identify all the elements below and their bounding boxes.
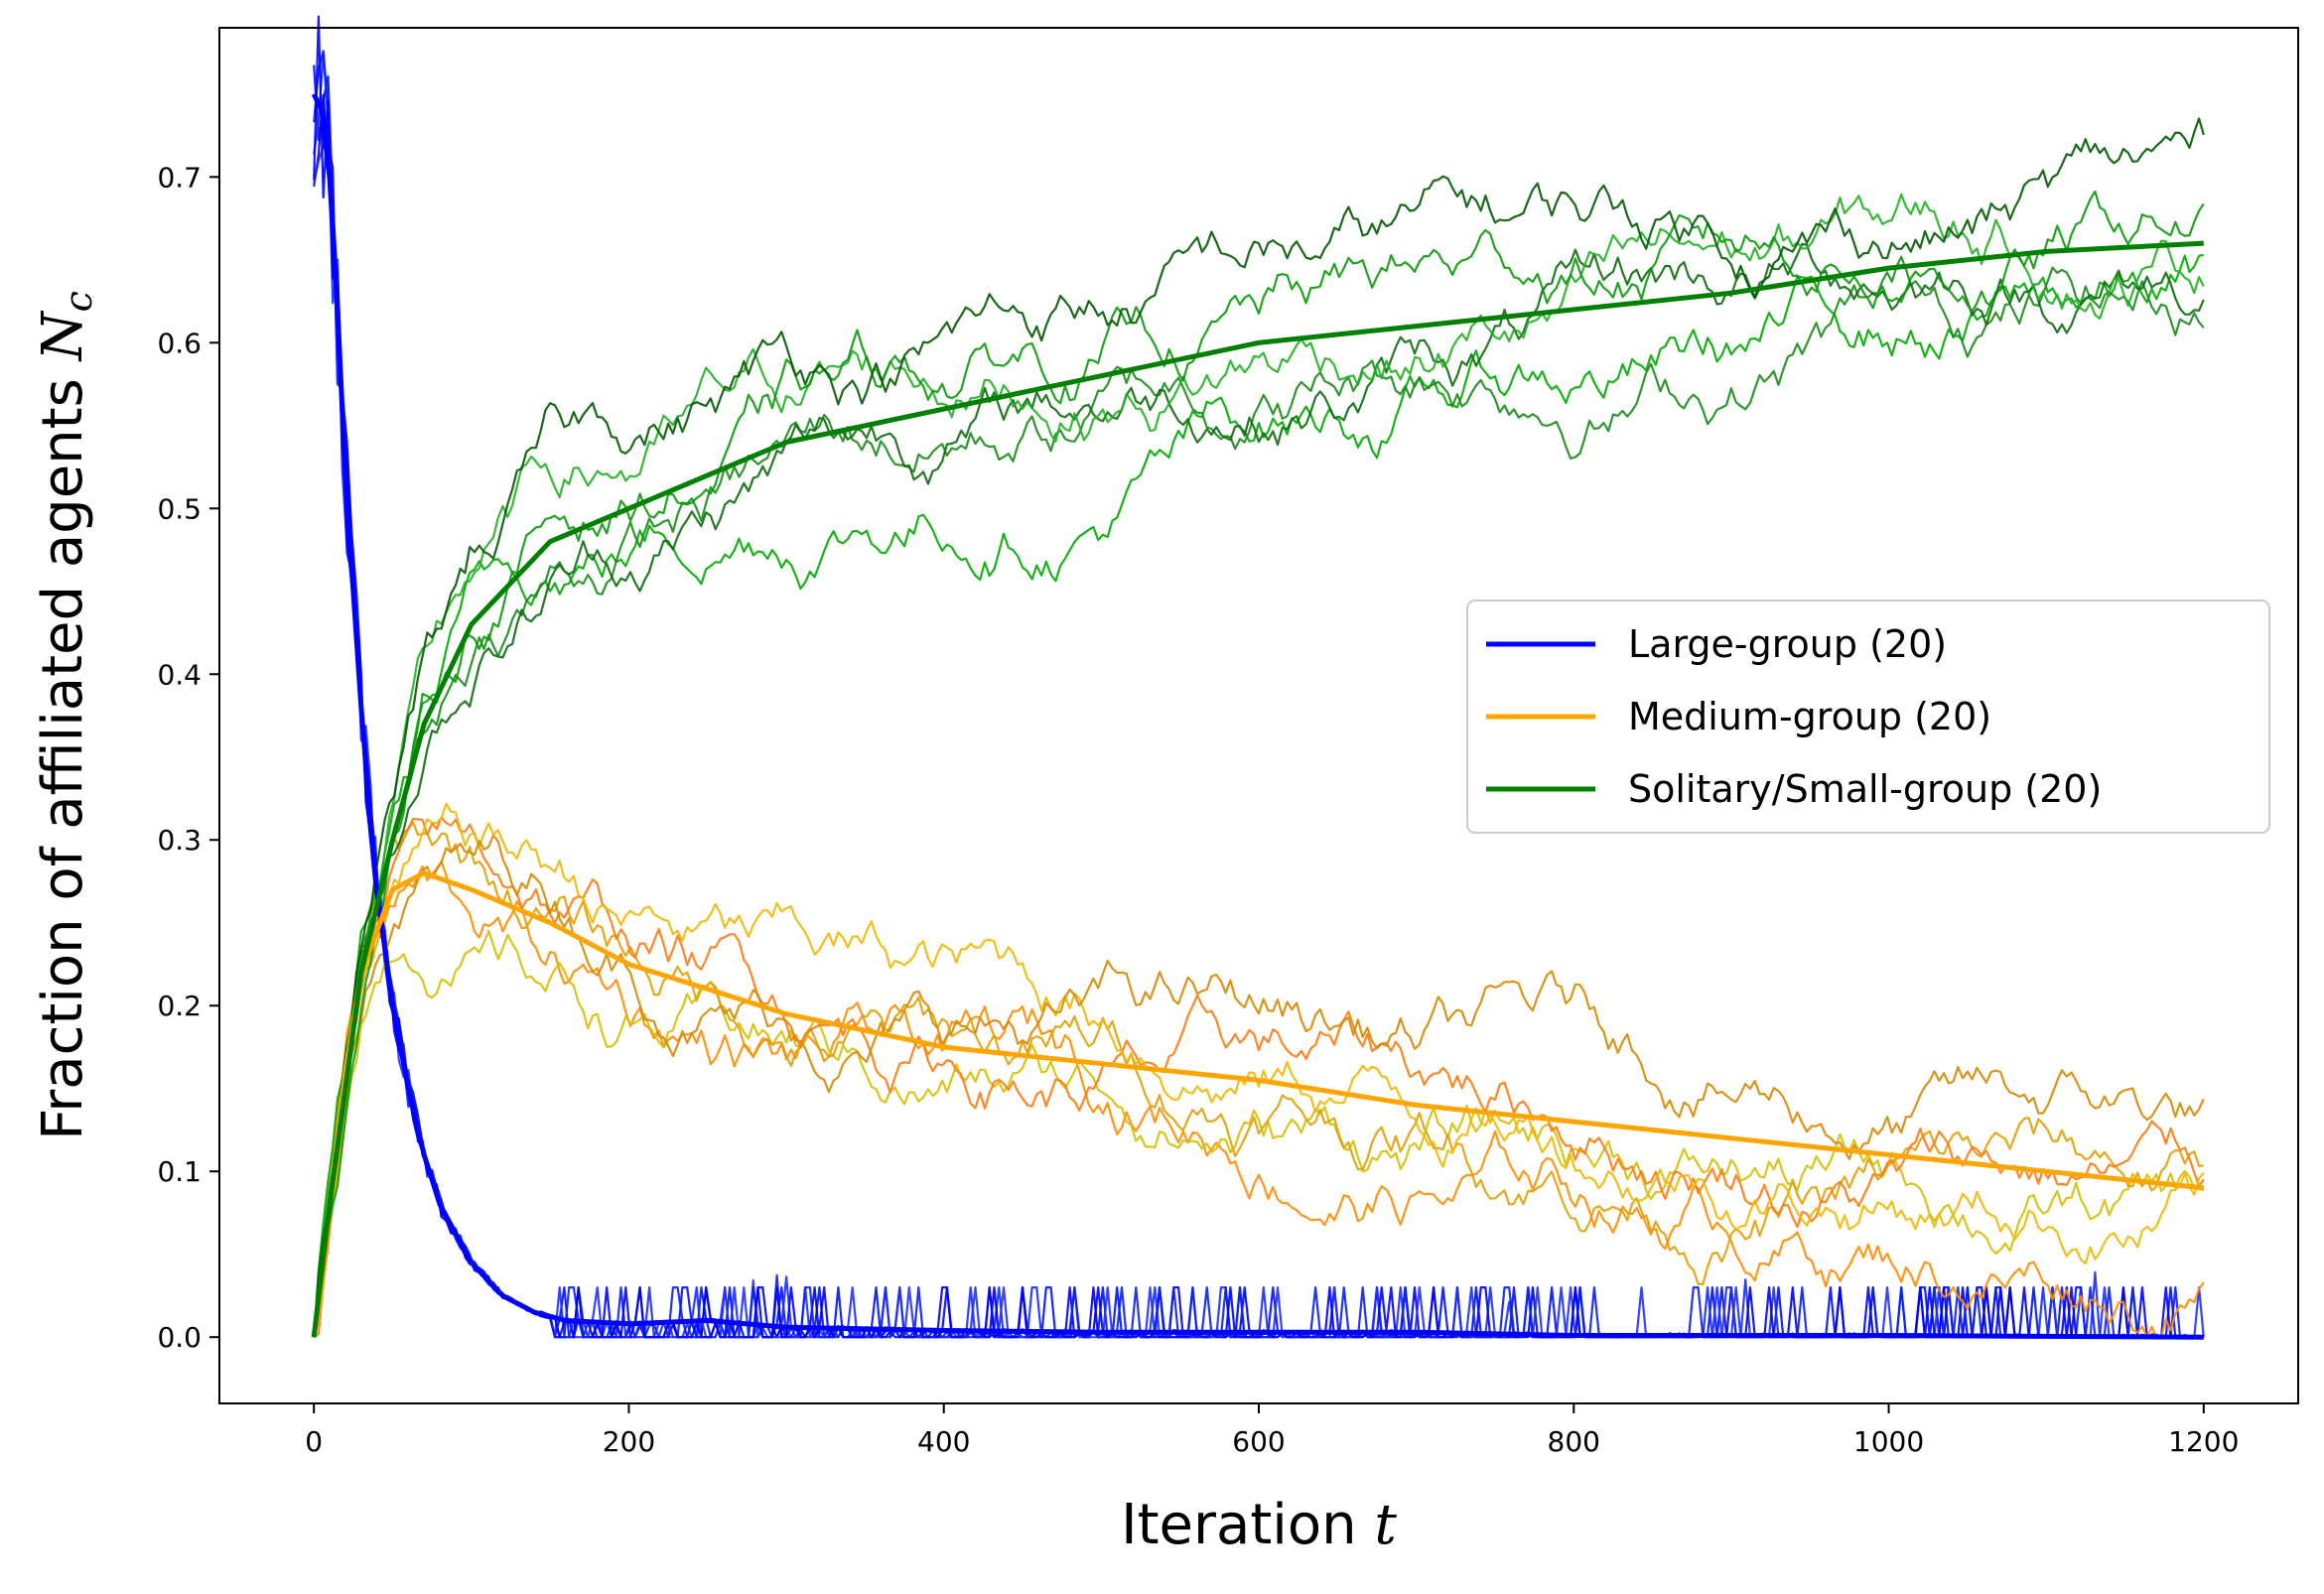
- run-line-3-2: [313, 255, 2205, 1338]
- run-line-3-4: [313, 193, 2205, 1338]
- y-tick-label-1: 0.1: [157, 1155, 202, 1188]
- x-tick-label-1: 200: [603, 1425, 655, 1458]
- x-axis: 0 200 400 600 800 1000 1200: [305, 1403, 2239, 1458]
- individual-runs: [313, 15, 2205, 1339]
- y-tick-label-2: 0.2: [157, 990, 202, 1022]
- y-tick-label-6: 0.6: [157, 327, 202, 359]
- y-tick-label-3: 0.3: [157, 824, 202, 857]
- run-line-3-1: [313, 253, 2205, 1338]
- run-line-3-3: [313, 242, 2205, 1338]
- y-axis-label: Fraction of affiliated agents Nc: [31, 291, 100, 1140]
- run-line-2-5: [313, 802, 2205, 1338]
- x-tick-label-5: 1000: [1853, 1425, 1924, 1458]
- x-tick-label-2: 400: [917, 1425, 970, 1458]
- legend-label-2: Medium-group (20): [1628, 695, 1991, 738]
- x-tick-label-3: 600: [1232, 1425, 1285, 1458]
- legend-label-1: Large-group (20): [1628, 622, 1947, 666]
- legend-label-3: Solitary/Small-group (20): [1628, 767, 2102, 811]
- legend: Large-group (20) Medium-group (20) Solitar…: [1466, 599, 2270, 834]
- run-line-3-5: [313, 190, 2205, 1338]
- x-axis-symbol: t: [1374, 1493, 1397, 1557]
- x-tick-label-0: 0: [305, 1425, 323, 1458]
- y-tick-label-0: 0.0: [157, 1321, 202, 1354]
- y-axis: 0.0 0.1 0.2 0.3 0.4 0.5 0.6 0.7: [157, 161, 219, 1354]
- group-means: [311, 92, 2205, 1340]
- legend-box: [1466, 599, 2270, 834]
- y-axis-symbol-subscript: c: [57, 291, 100, 312]
- x-axis-label: Iteration t: [1121, 1493, 1397, 1557]
- y-tick-label-5: 0.5: [157, 492, 202, 525]
- y-tick-label-4: 0.4: [157, 658, 202, 691]
- run-line-2-6: [313, 834, 2205, 1338]
- run-line-3-6: [313, 117, 2205, 1338]
- run-line-2-4: [313, 816, 2205, 1339]
- mean-line-3: [311, 240, 2204, 1338]
- y-tick-label-7: 0.7: [157, 161, 202, 194]
- y-axis-symbol: N: [31, 310, 95, 362]
- x-tick-label-6: 1200: [2168, 1425, 2239, 1458]
- mean-line-1: [311, 92, 2204, 1340]
- x-tick-label-4: 800: [1548, 1425, 1600, 1458]
